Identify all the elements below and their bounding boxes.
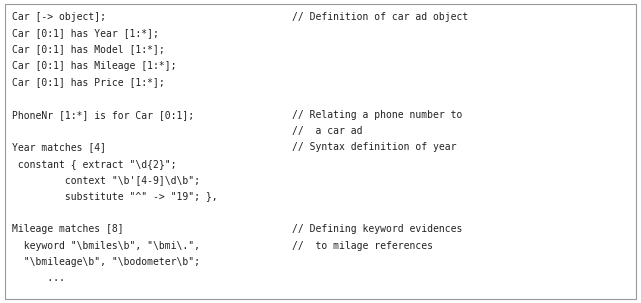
Text: Car [0:1] has Year [1:*];: Car [0:1] has Year [1:*]; xyxy=(12,28,158,38)
Text: //  a car ad: // a car ad xyxy=(292,126,362,136)
Text: constant { extract "\d{2}";: constant { extract "\d{2}"; xyxy=(12,159,176,169)
Text: // Relating a phone number to: // Relating a phone number to xyxy=(292,110,462,120)
Text: Car [0:1] has Model [1:*];: Car [0:1] has Model [1:*]; xyxy=(12,44,164,54)
Text: "\bmileage\b", "\bodometer\b";: "\bmileage\b", "\bodometer\b"; xyxy=(12,257,199,267)
Text: Car [-> object];: Car [-> object]; xyxy=(12,12,106,22)
Text: Car [0:1] has Mileage [1:*];: Car [0:1] has Mileage [1:*]; xyxy=(12,61,176,71)
Text: // Syntax definition of year: // Syntax definition of year xyxy=(292,142,456,152)
Text: substitute "^" -> "19"; },: substitute "^" -> "19"; }, xyxy=(12,191,217,201)
Text: context "\b'[4-9]\d\b";: context "\b'[4-9]\d\b"; xyxy=(12,175,199,185)
Text: Mileage matches [8]: Mileage matches [8] xyxy=(12,224,123,234)
Text: Car [0:1] has Price [1:*];: Car [0:1] has Price [1:*]; xyxy=(12,77,164,87)
Text: ...: ... xyxy=(12,273,64,283)
Text: PhoneNr [1:*] is for Car [0:1];: PhoneNr [1:*] is for Car [0:1]; xyxy=(12,110,194,120)
Text: // Definition of car ad object: // Definition of car ad object xyxy=(292,12,468,22)
Text: //  to milage references: // to milage references xyxy=(292,241,433,251)
Text: // Defining keyword evidences: // Defining keyword evidences xyxy=(292,224,462,234)
Text: keyword "\bmiles\b", "\bmi\.",: keyword "\bmiles\b", "\bmi\.", xyxy=(12,241,199,251)
FancyBboxPatch shape xyxy=(5,4,636,299)
Text: Year matches [4]: Year matches [4] xyxy=(12,142,106,152)
